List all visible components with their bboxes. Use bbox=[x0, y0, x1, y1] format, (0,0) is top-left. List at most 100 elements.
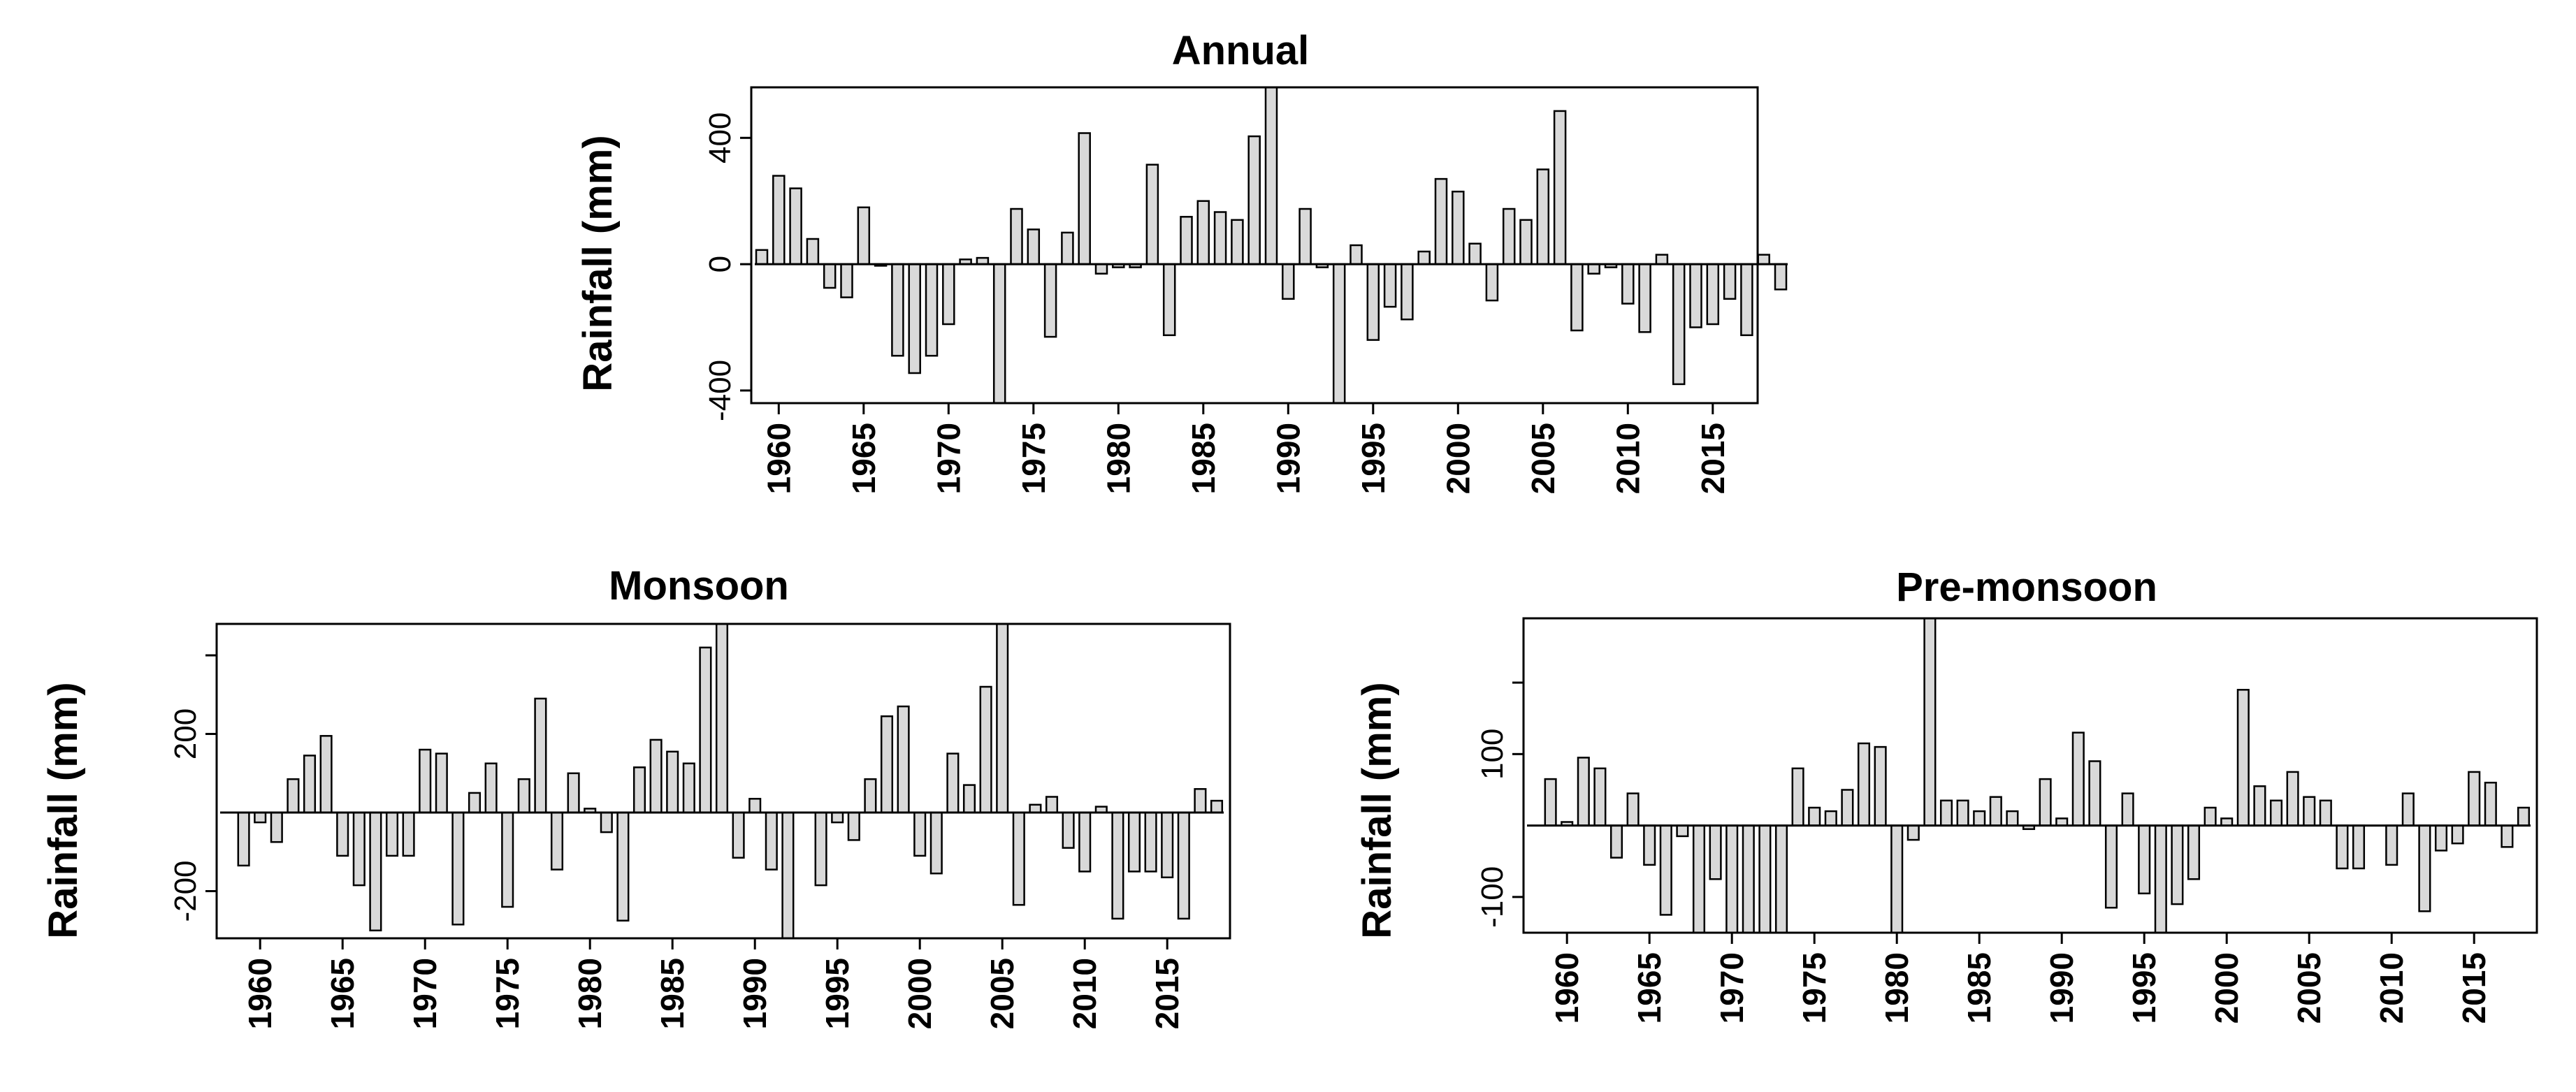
pre-monsoon-bar-1989 bbox=[2039, 778, 2052, 827]
pre-monsoon-bar-1964 bbox=[1626, 792, 1640, 827]
pre-monsoon-bar-2000 bbox=[2220, 817, 2234, 827]
pre-monsoon-bar-1990 bbox=[2055, 817, 2069, 827]
monsoon-x-tick-label: 1960 bbox=[242, 958, 278, 1029]
monsoon-bar-1968 bbox=[385, 811, 399, 857]
pre-monsoon-panel: Pre-monsoon Rainfall (mm) 100 -100 1960 196… bbox=[1354, 565, 2538, 1024]
pre-monsoon-y-tick-label: 100 bbox=[1475, 729, 1510, 780]
pre-monsoon-bar-1991 bbox=[2071, 731, 2085, 827]
pre-monsoon-bar-1985 bbox=[1973, 810, 1986, 827]
annual-bar-1998 bbox=[1417, 250, 1431, 265]
pre-monsoon-bar-1980 bbox=[1890, 824, 1904, 934]
annual-bar-1994 bbox=[1349, 244, 1363, 265]
annual-bar-2018 bbox=[1757, 254, 1770, 265]
annual-bar-1973 bbox=[992, 263, 1006, 405]
annual-x-tick-label: 1990 bbox=[1270, 423, 1306, 494]
annual-y-tick-label: 400 bbox=[703, 112, 737, 163]
monsoon-panel: Monsoon Rainfall (mm) 200 -200 1960 1965 197… bbox=[41, 563, 1231, 1029]
pre-monsoon-bar-1978 bbox=[1857, 742, 1871, 827]
pre-monsoon-axes: 100 -100 1960 1965 1970 1975 1980 1985 1990 1995 2… bbox=[1475, 681, 2492, 1024]
annual-x-tick-label: 1985 bbox=[1185, 423, 1222, 494]
annual-bar-2005 bbox=[1536, 168, 1550, 265]
monsoon-bar-2017 bbox=[1194, 788, 1207, 814]
annual-bar-1999 bbox=[1434, 177, 1448, 265]
annual-x-tick-label: 2015 bbox=[1695, 423, 1731, 494]
monsoon-bar-1981 bbox=[600, 811, 613, 833]
pre-monsoon-bar-2011 bbox=[2401, 792, 2415, 827]
pre-monsoon-bar-1983 bbox=[1939, 799, 1953, 827]
monsoon-bar-1973 bbox=[468, 792, 482, 814]
monsoon-x-tick-label: 1965 bbox=[324, 958, 361, 1029]
pre-monsoon-bar-1995 bbox=[2138, 824, 2151, 895]
monsoon-bar-1994 bbox=[814, 811, 827, 887]
monsoon-bar-1979 bbox=[567, 772, 580, 814]
pre-monsoon-bar-1971 bbox=[1742, 824, 1755, 934]
pre-monsoon-bar-1967 bbox=[1676, 824, 1689, 838]
annual-bar-2007 bbox=[1570, 263, 1584, 332]
annual-bar-2010 bbox=[1621, 263, 1635, 305]
monsoon-bar-2000 bbox=[913, 811, 927, 857]
monsoon-bar-1992 bbox=[781, 811, 795, 940]
monsoon-x-tick-label: 1990 bbox=[737, 958, 773, 1029]
annual-bar-1985 bbox=[1196, 200, 1210, 265]
monsoon-bar-1964 bbox=[319, 735, 333, 814]
pre-monsoon-bar-2017 bbox=[2501, 824, 2514, 848]
monsoon-x-tick-label: 1985 bbox=[654, 958, 690, 1029]
annual-x-tick-label: 1995 bbox=[1355, 423, 1391, 494]
monsoon-bar-2010 bbox=[1078, 811, 1092, 873]
annual-bar-1976 bbox=[1043, 263, 1057, 338]
pre-monsoon-title: Pre-monsoon bbox=[1896, 565, 2157, 610]
monsoon-bar-1983 bbox=[632, 766, 646, 814]
annual-x-tick-label: 1980 bbox=[1100, 423, 1136, 494]
annual-bar-2019 bbox=[1774, 263, 1788, 291]
pre-monsoon-y-axis-label: Rainfall (mm) bbox=[1354, 682, 1400, 938]
annual-axes: 400 0 -400 1960 1965 1970 1975 1980 1985 1990 1995… bbox=[703, 112, 1731, 495]
annual-bar-2008 bbox=[1587, 263, 1600, 275]
monsoon-bar-2006 bbox=[1012, 811, 1025, 906]
pre-monsoon-bar-1969 bbox=[1709, 824, 1722, 880]
monsoon-bar-1971 bbox=[435, 752, 448, 814]
annual-bar-2017 bbox=[1740, 263, 1753, 337]
annual-bar-1984 bbox=[1180, 216, 1193, 265]
annual-bar-2003 bbox=[1502, 208, 1516, 265]
annual-plot-frame bbox=[750, 86, 1759, 405]
pre-monsoon-x-tick-label: 1980 bbox=[1879, 952, 1915, 1024]
pre-monsoon-bar-1977 bbox=[1841, 789, 1854, 827]
monsoon-bar-1991 bbox=[765, 811, 778, 871]
annual-bar-1959 bbox=[755, 249, 769, 265]
pre-monsoon-bar-2018 bbox=[2517, 806, 2531, 827]
annual-bar-1964 bbox=[840, 263, 853, 298]
annual-bar-1974 bbox=[1010, 208, 1023, 265]
monsoon-bar-1975 bbox=[501, 811, 514, 908]
monsoon-bar-2008 bbox=[1045, 796, 1059, 814]
annual-title: Annual bbox=[1172, 28, 1310, 73]
pre-monsoon-x-tick-label: 1960 bbox=[1549, 952, 1585, 1024]
monsoon-bar-1967 bbox=[369, 811, 382, 932]
monsoon-bar-1990 bbox=[748, 798, 762, 814]
annual-bar-1986 bbox=[1213, 211, 1227, 265]
monsoon-x-tick-label: 1995 bbox=[819, 958, 855, 1029]
pre-monsoon-bar-2008 bbox=[2352, 824, 2366, 870]
monsoon-bar-2016 bbox=[1177, 811, 1190, 920]
annual-bar-1989 bbox=[1264, 86, 1278, 265]
monsoon-bar-1969 bbox=[402, 811, 415, 857]
pre-monsoon-x-tick-label: 2015 bbox=[2456, 952, 2492, 1024]
monsoon-bar-2004 bbox=[979, 685, 992, 814]
pre-monsoon-x-tick-label: 2010 bbox=[2373, 952, 2410, 1024]
pre-monsoon-bar-1994 bbox=[2121, 792, 2134, 827]
monsoon-bar-1989 bbox=[732, 811, 745, 859]
monsoon-bar-1960 bbox=[254, 811, 267, 824]
monsoon-y-tick-label: 200 bbox=[168, 708, 203, 759]
monsoon-x-tick-label: 2010 bbox=[1066, 958, 1103, 1029]
annual-bar-1979 bbox=[1094, 263, 1108, 275]
monsoon-bar-1962 bbox=[287, 778, 300, 814]
monsoon-bar-1996 bbox=[847, 811, 860, 841]
annual-bar-2002 bbox=[1485, 263, 1499, 302]
pre-monsoon-bar-1968 bbox=[1692, 824, 1706, 934]
pre-monsoon-bar-2007 bbox=[2336, 824, 2349, 870]
monsoon-bar-1966 bbox=[352, 811, 366, 887]
pre-monsoon-bar-1981 bbox=[1906, 824, 1920, 841]
annual-panel: Annual Rainfall (mm) 400 0 -400 1960 1965 197… bbox=[575, 28, 1788, 494]
monsoon-y-axis-label: Rainfall (mm) bbox=[41, 682, 86, 938]
pre-monsoon-bar-1962 bbox=[1593, 767, 1607, 827]
annual-bar-1970 bbox=[942, 263, 955, 326]
